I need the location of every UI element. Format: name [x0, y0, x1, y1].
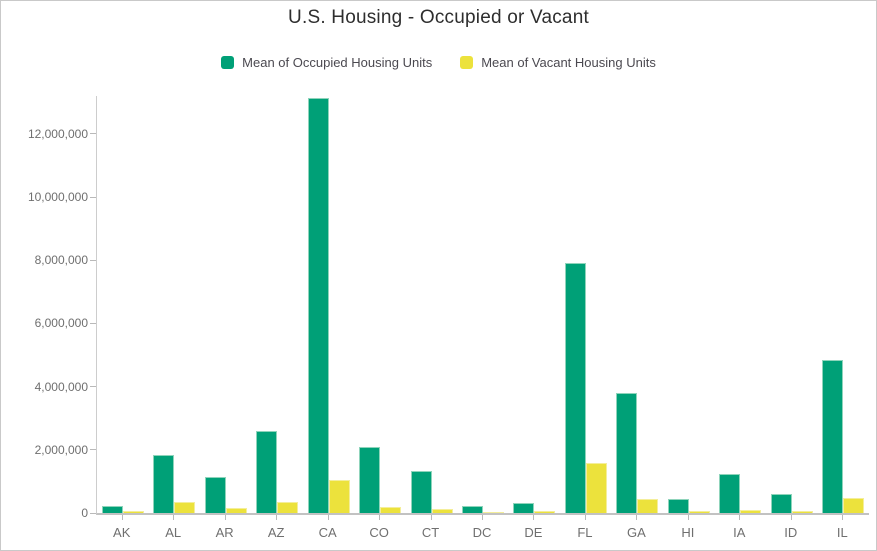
chart-title: U.S. Housing - Occupied or Vacant [288, 7, 589, 28]
bar-occupied-IA[interactable] [719, 473, 741, 513]
x-axis-tick [842, 515, 844, 520]
plot-area [96, 96, 869, 515]
bar-vacant-AK[interactable] [122, 511, 144, 513]
x-axis-tick [533, 515, 535, 520]
bar-occupied-IL[interactable] [822, 359, 844, 513]
x-axis-tick [636, 515, 638, 520]
x-axis-label-IL: IL [836, 525, 848, 540]
chart-legend: Mean of Occupied Housing Units Mean of Va… [1, 55, 876, 70]
y-axis-label: 4,000,000 [34, 379, 88, 394]
bar-occupied-ID[interactable] [770, 493, 792, 513]
legend-item-vacant[interactable]: Mean of Vacant Housing Units [460, 55, 656, 70]
bar-vacant-FL[interactable] [585, 462, 607, 513]
bar-occupied-AR[interactable] [204, 477, 226, 513]
bar-vacant-DC[interactable] [482, 512, 504, 513]
bar-group-DE [509, 96, 560, 513]
x-axis-label-AZ: AZ [267, 525, 285, 540]
x-axis-tick [739, 515, 741, 520]
x-axis-label-AK: AK [113, 525, 131, 540]
x-axis-tick [687, 515, 689, 520]
y-axis-label: 8,000,000 [34, 253, 88, 268]
x-axis-label-HI: HI [681, 525, 695, 540]
bar-group-AZ [251, 96, 302, 513]
bar-group-IA [715, 96, 766, 513]
bar-occupied-FL[interactable] [564, 262, 586, 513]
y-axis-tick [90, 449, 96, 451]
legend-swatch-icon [460, 56, 474, 69]
x-axis-label-FL: FL [577, 525, 593, 540]
x-axis-tick [482, 515, 483, 520]
x-axis-label-GA: GA [626, 525, 646, 540]
x-axis-tick [276, 515, 278, 520]
bar-group-AK [97, 96, 148, 513]
bar-occupied-AK[interactable] [101, 506, 123, 513]
x-axis-label-IA: IA [733, 525, 746, 540]
y-axis-label: 2,000,000 [34, 442, 88, 457]
x-axis-tick [430, 515, 432, 520]
bar-group-FL [560, 96, 611, 513]
bar-occupied-AZ[interactable] [256, 430, 278, 513]
bar-group-CT [406, 96, 457, 513]
bar-group-IL [818, 96, 869, 513]
legend-swatch-icon [221, 56, 235, 69]
x-axis-label-CT: CT [421, 525, 440, 540]
bar-occupied-GA[interactable] [616, 393, 638, 513]
bar-vacant-CT[interactable] [431, 509, 453, 513]
bar-group-DC [457, 96, 508, 513]
y-axis-tick [90, 512, 96, 514]
y-axis-tick [90, 322, 96, 324]
y-axis-label: 6,000,000 [34, 316, 88, 331]
x-axis-label-AR: AR [215, 525, 234, 540]
legend-label: Mean of Vacant Housing Units [481, 55, 656, 70]
x-axis-label-CA: CA [318, 525, 337, 540]
x-axis-tick [584, 515, 586, 520]
x-axis-tick [173, 515, 175, 520]
bar-group-CA [303, 96, 354, 513]
bar-vacant-HI[interactable] [688, 511, 710, 513]
x-axis-label-DE: DE [524, 525, 543, 540]
y-axis-tick [90, 259, 96, 261]
legend-label: Mean of Occupied Housing Units [242, 55, 433, 70]
bar-vacant-AZ[interactable] [277, 501, 299, 513]
bar-vacant-IL[interactable] [843, 498, 865, 513]
bar-vacant-CA[interactable] [328, 480, 350, 513]
x-axis-tick [379, 515, 381, 520]
bar-vacant-AR[interactable] [225, 507, 247, 513]
bar-vacant-DE[interactable] [534, 510, 556, 513]
x-axis-label-AL: AL [165, 525, 182, 540]
bar-occupied-AL[interactable] [153, 454, 175, 513]
bar-occupied-HI[interactable] [667, 499, 689, 513]
x-axis-tick [327, 515, 329, 520]
y-axis-tick [90, 386, 96, 388]
x-axis-tick [224, 515, 226, 520]
bar-group-AR [200, 96, 251, 513]
bar-occupied-CA[interactable] [307, 97, 329, 513]
x-axis-label-ID: ID [784, 525, 798, 540]
bar-group-AL [148, 96, 199, 513]
bar-occupied-DE[interactable] [513, 502, 535, 513]
y-axis-label: 12,000,000 [27, 126, 88, 141]
x-axis-tick [790, 515, 792, 520]
legend-item-occupied[interactable]: Mean of Occupied Housing Units [221, 55, 432, 70]
bar-occupied-CO[interactable] [359, 447, 381, 513]
bar-group-HI [663, 96, 714, 513]
bar-vacant-CO[interactable] [380, 506, 402, 513]
bar-occupied-DC[interactable] [461, 505, 483, 513]
bar-occupied-CT[interactable] [410, 470, 432, 513]
x-axis-tick [121, 515, 123, 520]
y-axis-tick [90, 196, 96, 198]
y-axis-label: 0 [81, 506, 88, 520]
bar-vacant-GA[interactable] [637, 498, 659, 513]
bar-vacant-ID[interactable] [791, 510, 813, 513]
bar-vacant-IA[interactable] [740, 509, 762, 513]
y-axis-tick [90, 133, 96, 135]
bar-group-ID [766, 96, 817, 513]
x-axis-label-DC: DC [472, 525, 492, 540]
y-axis-label: 10,000,000 [27, 190, 88, 205]
bar-group-GA [612, 96, 663, 513]
bar-group-CO [354, 96, 405, 513]
x-axis-label-CO: CO [369, 525, 389, 540]
bar-vacant-AL[interactable] [174, 501, 196, 513]
